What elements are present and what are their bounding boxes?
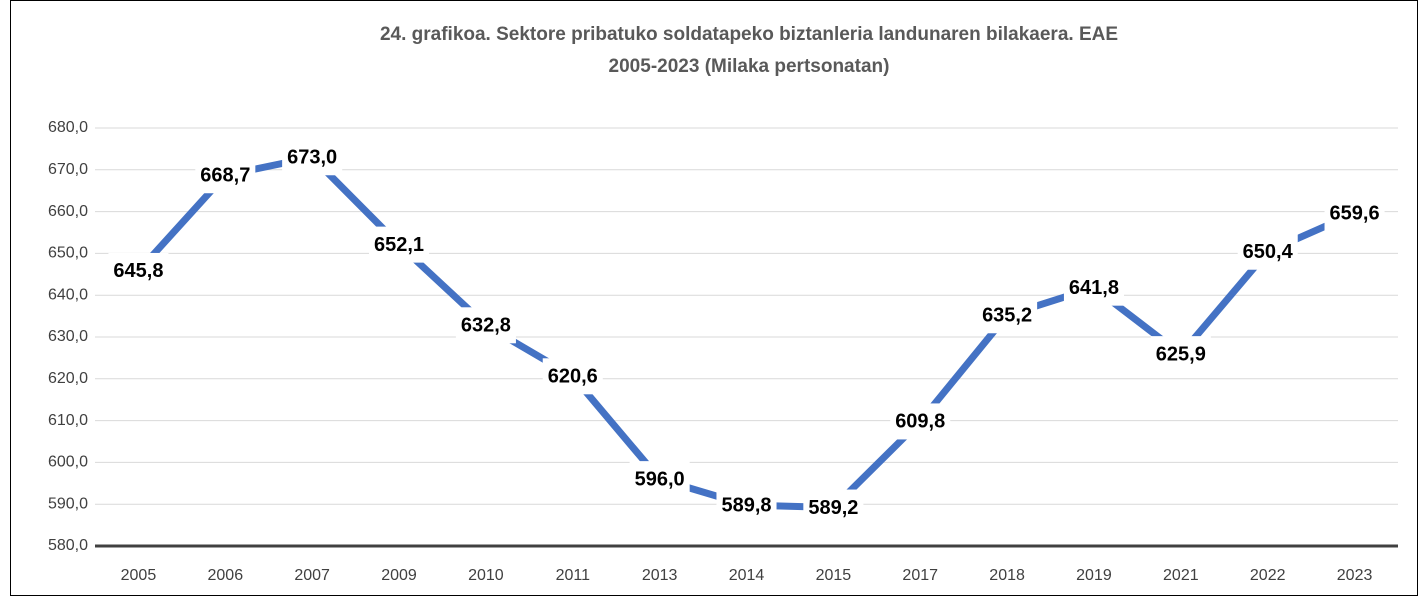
y-tick-label: 620,0: [48, 370, 88, 387]
value-label: 635,2: [982, 305, 1032, 327]
x-tick-label: 2023: [1337, 567, 1373, 584]
value-label: 589,2: [808, 497, 858, 519]
value-label-box: [1063, 269, 1124, 306]
value-label-box: [803, 489, 864, 526]
value-label-box: [629, 461, 690, 498]
y-tick-label: 650,0: [48, 245, 88, 262]
value-label-box: [282, 139, 343, 176]
value-label: 589,8: [721, 494, 771, 516]
value-label-box: [977, 297, 1038, 334]
y-tick-label: 590,0: [48, 495, 88, 512]
value-label-box: [455, 307, 516, 344]
x-tick-label: 2015: [816, 567, 852, 584]
x-tick-label: 2007: [294, 567, 330, 584]
x-tick-label: 2022: [1250, 567, 1286, 584]
y-tick-label: 640,0: [48, 286, 88, 303]
x-tick-label: 2014: [729, 567, 765, 584]
x-tick-label: 2013: [642, 567, 678, 584]
y-tick-label: 660,0: [48, 203, 88, 220]
value-label: 652,1: [374, 234, 424, 256]
value-label-box: [1150, 336, 1211, 373]
value-label: 650,4: [1243, 241, 1294, 263]
y-tick-label: 680,0: [48, 119, 88, 136]
x-tick-label: 2021: [1163, 567, 1199, 584]
x-tick-label: 2011: [556, 567, 591, 584]
value-label: 641,8: [1069, 277, 1119, 299]
value-label: 596,0: [635, 468, 685, 490]
value-label-box: [890, 403, 951, 440]
value-label: 659,6: [1330, 203, 1380, 225]
y-tick-label: 600,0: [48, 454, 88, 471]
value-label-box: [108, 252, 169, 289]
value-label-box: [369, 226, 430, 263]
y-tick-label: 580,0: [48, 537, 88, 554]
value-label-box: [716, 487, 777, 524]
x-tick-label: 2010: [468, 567, 504, 584]
x-tick-label: 2005: [121, 567, 157, 584]
x-tick-label: 2009: [381, 567, 417, 584]
x-tick-label: 2017: [902, 567, 938, 584]
value-label: 645,8: [113, 260, 163, 282]
chart-title: 2005-2023 (Milaka pertsonatan): [609, 56, 890, 77]
value-label: 609,8: [895, 411, 945, 433]
value-label-box: [542, 358, 603, 395]
value-label: 620,6: [548, 366, 598, 388]
value-label: 632,8: [461, 315, 511, 337]
y-tick-label: 670,0: [48, 161, 88, 178]
y-tick-label: 630,0: [48, 328, 88, 345]
chart-border: [10, 0, 1418, 596]
x-tick-label: 2006: [208, 567, 244, 584]
value-label-box: [1324, 195, 1385, 232]
value-label-box: [1237, 233, 1298, 270]
value-label-box: [195, 157, 256, 194]
x-tick-label: 2018: [989, 567, 1025, 584]
y-tick-label: 610,0: [48, 412, 88, 429]
value-label: 625,9: [1156, 343, 1206, 365]
value-label: 668,7: [200, 165, 250, 187]
x-tick-label: 2019: [1076, 567, 1112, 584]
chart-title: 24. grafikoa. Sektore pribatuko soldatap…: [380, 24, 1118, 45]
value-label: 673,0: [287, 147, 337, 169]
